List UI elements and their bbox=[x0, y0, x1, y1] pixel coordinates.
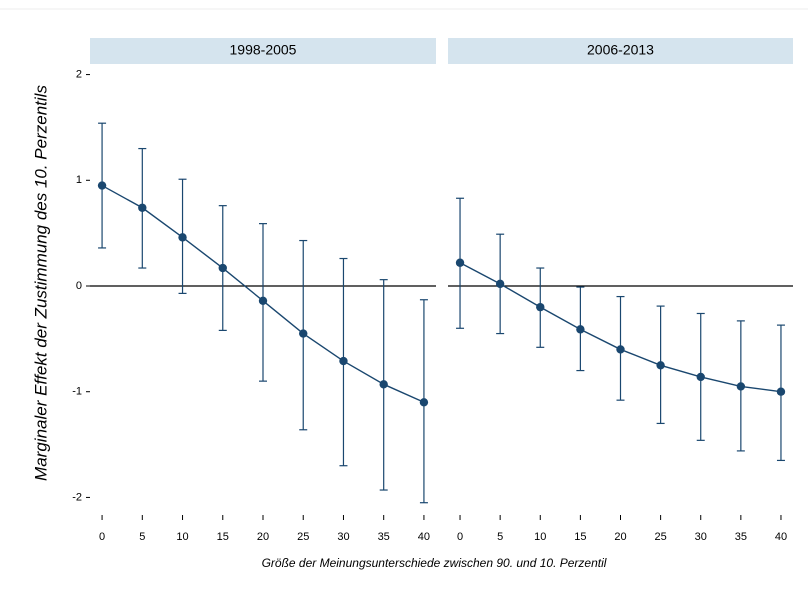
x-tick-label: 0 bbox=[457, 531, 463, 543]
x-axis-label: Größe der Meinungsunterschiede zwischen … bbox=[262, 556, 607, 570]
x-tick-label: 10 bbox=[176, 531, 188, 543]
point bbox=[696, 372, 705, 382]
point bbox=[379, 380, 388, 389]
point bbox=[258, 296, 268, 305]
x-tick-label: 10 bbox=[534, 531, 546, 543]
panel-strip bbox=[448, 38, 793, 64]
y-tick-label: 0 bbox=[76, 280, 82, 292]
x-tick-label: 20 bbox=[257, 531, 269, 543]
panel-strip bbox=[90, 38, 436, 64]
x-tick-label: 30 bbox=[337, 531, 349, 543]
y-tick-label: -1 bbox=[72, 386, 82, 398]
y-tick-label: -2 bbox=[72, 491, 82, 503]
y-axis-label: Marginaler Effekt der Zustimmung des 10.… bbox=[31, 85, 50, 481]
point bbox=[178, 233, 187, 242]
x-tick-label: 35 bbox=[735, 531, 747, 543]
panel-title: 2006-2013 bbox=[587, 42, 654, 58]
point bbox=[339, 356, 348, 366]
point bbox=[736, 382, 746, 391]
point bbox=[495, 279, 505, 289]
x-tick-label: 30 bbox=[695, 531, 707, 543]
x-tick-label: 25 bbox=[654, 531, 666, 543]
point bbox=[616, 345, 625, 354]
x-tick-label: 5 bbox=[139, 531, 145, 543]
x-tick-label: 25 bbox=[297, 531, 309, 543]
point bbox=[536, 302, 545, 312]
x-tick-label: 15 bbox=[574, 531, 586, 543]
point bbox=[138, 203, 147, 212]
x-tick-label: 0 bbox=[99, 531, 105, 543]
x-tick-label: 20 bbox=[614, 531, 626, 543]
x-tick-label: 15 bbox=[217, 531, 229, 543]
panel-title: 1998-2005 bbox=[230, 42, 297, 58]
x-tick-label: 40 bbox=[418, 531, 430, 543]
point bbox=[97, 181, 107, 190]
x-tick-label: 5 bbox=[497, 531, 503, 543]
point bbox=[218, 263, 227, 273]
point bbox=[455, 258, 465, 267]
point bbox=[299, 329, 308, 338]
x-tick-label: 35 bbox=[378, 531, 390, 543]
y-tick-label: 2 bbox=[76, 68, 82, 80]
point bbox=[576, 325, 585, 334]
point bbox=[419, 398, 429, 407]
y-tick-label: 1 bbox=[76, 174, 82, 186]
point bbox=[656, 361, 665, 370]
point bbox=[776, 387, 786, 396]
x-tick-label: 40 bbox=[775, 531, 787, 543]
